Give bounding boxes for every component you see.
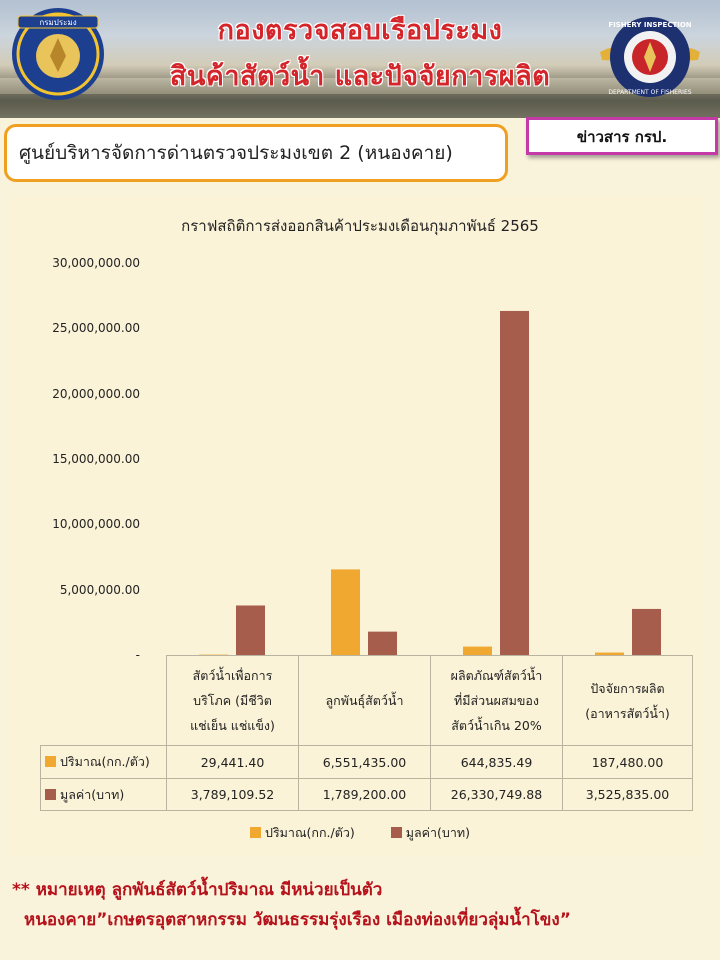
y-tick-label: 20,000,000.00 — [52, 386, 140, 401]
category-label-line: สัตว์น้ำเพื่อการ — [192, 668, 273, 683]
table-cell: 3,789,109.52 — [166, 778, 299, 811]
bar-quantity — [595, 652, 624, 655]
slogan: หนองคาย”เกษตรอุตสาหกรรม วัฒนธรรมรุ่งเรือ… — [24, 910, 571, 930]
category-label-line: บริโภค (มีชีวิต — [193, 693, 272, 708]
category-label-line: (อาหารสัตว์น้ำ) — [585, 705, 670, 721]
category-label-line: ปัจจัยการผลิต — [590, 680, 665, 696]
table-cell: 6,551,435.00 — [298, 745, 431, 779]
y-tick-label: - — [20, 648, 140, 662]
y-tick-label: 10,000,000.00 — [52, 517, 140, 532]
legend-swatch-value — [390, 827, 402, 838]
category-cell: ลูกพันธุ์สัตว์น้ำ — [298, 655, 431, 746]
table-cell: 644,835.49 — [430, 745, 563, 779]
y-tick-label: 25,000,000.00 — [52, 321, 140, 336]
value-swatch — [45, 788, 56, 800]
news-label-box: ข่าวสาร กรป. — [526, 117, 718, 155]
header-title-line1: กองตรวจสอบเรือประมง — [217, 15, 503, 46]
center-name: ศูนย์บริหารจัดการด่านตรวจประมงเขต 2 (หนอ… — [19, 142, 453, 164]
table-cell: 26,330,749.88 — [430, 778, 563, 811]
fishery-inspection-logo: FISHERY INSPECTION DEPARTMENT OF FISHERI… — [600, 17, 700, 97]
svg-text:FISHERY INSPECTION: FISHERY INSPECTION — [608, 21, 691, 29]
bar-value — [500, 310, 529, 655]
category-label-line: สัตว์น้ำเกิน 20% — [451, 718, 542, 733]
table-row-value: มูลค่า(บาท) 3,789,109.52 1,789,200.00 26… — [40, 778, 693, 811]
table-cell: 1,789,200.00 — [298, 778, 431, 811]
news-label: ข่าวสาร กรป. — [576, 128, 668, 146]
y-tick-label: 5,000,000.00 — [59, 582, 140, 597]
legend-label-value: มูลค่า(บาท) — [405, 825, 470, 840]
legend-label-quantity: ปริมาณ(กก./ตัว) — [265, 825, 355, 840]
table-cell: 187,480.00 — [562, 745, 693, 779]
table-category-row: สัตว์น้ำเพื่อการบริโภค (มีชีวิตแช่เย็น แ… — [40, 655, 693, 746]
department-of-fisheries-logo: กรมประมง — [12, 8, 104, 100]
category-label-line: ผลิตภัณฑ์สัตว์น้ำ — [450, 668, 543, 683]
header-title-line2: สินค้าสัตว์น้ำ และปัจจัยการผลิต — [169, 61, 551, 92]
bar-value — [632, 608, 661, 655]
quantity-row-label: ปริมาณ(กก./ตัว) — [60, 754, 150, 769]
value-row-label: มูลค่า(บาท) — [60, 786, 125, 802]
category-cell: ผลิตภัณฑ์สัตว์น้ำที่มีส่วนผสมของสัตว์น้ำ… — [430, 655, 563, 746]
category-cell: ปัจจัยการผลิต (อาหารสัตว์น้ำ) — [562, 655, 693, 746]
y-tick-label: 30,000,000.00 — [52, 256, 140, 270]
header-river-backdrop — [0, 78, 720, 94]
header-sky-overlay — [0, 0, 720, 118]
chart-title: กราฟสถิติการส่งออกสินค้าประมงเดือนกุมภาพ… — [181, 217, 539, 235]
category-label-line: แช่เย็น แช่แข็ง) — [190, 718, 275, 733]
footnote: ** หมายเหตุ ลูกพันธ์สัตว์น้ำปริมาณ มีหน่… — [12, 880, 383, 900]
quantity-swatch — [45, 756, 56, 767]
header-banner — [0, 0, 720, 118]
svg-text:DEPARTMENT OF FISHERIES: DEPARTMENT OF FISHERIES — [608, 89, 691, 96]
left-logo-text: กรมประมง — [39, 18, 76, 27]
category-label-line: ลูกพันธุ์สัตว์น้ำ — [325, 693, 404, 708]
category-cell: สัตว์น้ำเพื่อการบริโภค (มีชีวิตแช่เย็น แ… — [166, 655, 299, 746]
table-cell: 29,441.40 — [166, 745, 299, 779]
table-cell: 3,525,835.00 — [562, 778, 693, 811]
bar-quantity — [463, 646, 492, 655]
category-label-line: ที่มีส่วนผสมของ — [453, 693, 540, 708]
chart-legend: ปริมาณ(กก./ตัว) มูลค่า(บาท) — [0, 823, 720, 843]
legend-item-value: มูลค่า(บาท) — [390, 823, 470, 843]
y-tick-label: 15,000,000.00 — [52, 452, 140, 466]
bar-quantity — [331, 569, 360, 655]
table-row-quantity: ปริมาณ(กก./ตัว) 29,441.40 6,551,435.00 6… — [40, 745, 693, 779]
center-name-box: ศูนย์บริหารจัดการด่านตรวจประมงเขต 2 (หนอ… — [4, 124, 508, 182]
chart-data-table: สัตว์น้ำเพื่อการบริโภค (มีชีวิตแช่เย็น แ… — [40, 655, 693, 811]
legend-swatch-quantity — [250, 827, 262, 838]
legend-item-quantity: ปริมาณ(กก./ตัว) — [250, 823, 355, 843]
bar-value — [236, 605, 265, 655]
bar-value — [368, 631, 397, 655]
